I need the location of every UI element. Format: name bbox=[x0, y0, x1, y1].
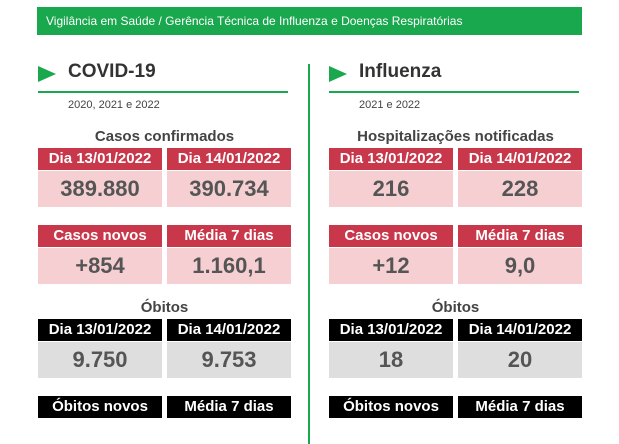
covid-new-deaths-table: Óbitos novos Média 7 dias bbox=[38, 396, 291, 418]
covid-deaths-title: Óbitos bbox=[140, 299, 189, 316]
influenza-hosp-header-1: Dia 13/01/2022 bbox=[329, 148, 453, 170]
covid-section-header: COVID-19 bbox=[38, 58, 288, 93]
influenza-new-cases-table: Casos novos Média 7 dias +12 9,0 bbox=[329, 225, 582, 284]
covid-column: COVID-19 2020, 2021 e 2022 Casos confirm… bbox=[38, 58, 291, 418]
covid-subtitle: 2020, 2021 e 2022 bbox=[68, 99, 160, 111]
influenza-deaths-value-2: 20 bbox=[458, 342, 582, 378]
influenza-deaths-title: Óbitos bbox=[431, 299, 480, 316]
covid-cases-value-1: 389.880 bbox=[38, 171, 162, 207]
triangle-bullet-icon bbox=[38, 66, 56, 82]
influenza-new-cases-value: +12 bbox=[329, 248, 453, 284]
covid-deaths-header-2: Dia 14/01/2022 bbox=[167, 319, 291, 341]
header-banner: Vigilância em Saúde / Gerência Técnica d… bbox=[37, 7, 582, 35]
column-divider bbox=[308, 64, 310, 444]
influenza-title: Influenza bbox=[359, 61, 442, 82]
covid-new-deaths-header: Óbitos novos bbox=[38, 396, 162, 418]
covid-cases-header-2: Dia 14/01/2022 bbox=[167, 148, 291, 170]
covid-cases-value-2: 390.734 bbox=[167, 171, 291, 207]
influenza-hosp-table: Dia 13/01/2022 Dia 14/01/2022 216 228 bbox=[329, 148, 582, 207]
influenza-new-cases-header: Casos novos bbox=[329, 225, 453, 247]
influenza-avg7-value: 9,0 bbox=[458, 248, 582, 284]
covid-deaths-table: Dia 13/01/2022 Dia 14/01/2022 9.750 9.75… bbox=[38, 319, 291, 378]
covid-new-cases-table: Casos novos Média 7 dias +854 1.160,1 bbox=[38, 225, 291, 284]
covid-avg7-header: Média 7 dias bbox=[167, 225, 291, 247]
covid-cases-table: Dia 13/01/2022 Dia 14/01/2022 389.880 39… bbox=[38, 148, 291, 207]
influenza-hosp-title: Hospitalizações notificadas bbox=[357, 128, 554, 145]
influenza-deaths-value-1: 18 bbox=[329, 342, 453, 378]
influenza-deaths-table: Dia 13/01/2022 Dia 14/01/2022 18 20 bbox=[329, 319, 582, 378]
covid-deaths-header-1: Dia 13/01/2022 bbox=[38, 319, 162, 341]
influenza-subtitle: 2021 e 2022 bbox=[359, 99, 421, 111]
influenza-deaths-avg7-header: Média 7 dias bbox=[458, 396, 582, 418]
covid-avg7-value: 1.160,1 bbox=[167, 248, 291, 284]
covid-deaths-avg7-header: Média 7 dias bbox=[167, 396, 291, 418]
influenza-hosp-value-1: 216 bbox=[329, 171, 453, 207]
influenza-hosp-value-2: 228 bbox=[458, 171, 582, 207]
influenza-column: Influenza 2021 e 2022 Hospitalizações no… bbox=[329, 58, 582, 418]
covid-cases-title: Casos confirmados bbox=[94, 128, 235, 145]
covid-deaths-value-2: 9.753 bbox=[167, 342, 291, 378]
influenza-deaths-header-1: Dia 13/01/2022 bbox=[329, 319, 453, 341]
triangle-bullet-icon bbox=[329, 66, 347, 82]
influenza-new-deaths-table: Óbitos novos Média 7 dias bbox=[329, 396, 582, 418]
covid-new-cases-header: Casos novos bbox=[38, 225, 162, 247]
influenza-section-header: Influenza bbox=[329, 58, 579, 93]
covid-new-cases-value: +854 bbox=[38, 248, 162, 284]
covid-title: COVID-19 bbox=[68, 61, 156, 82]
covid-deaths-value-1: 9.750 bbox=[38, 342, 162, 378]
influenza-hosp-header-2: Dia 14/01/2022 bbox=[458, 148, 582, 170]
influenza-deaths-header-2: Dia 14/01/2022 bbox=[458, 319, 582, 341]
covid-cases-header-1: Dia 13/01/2022 bbox=[38, 148, 162, 170]
influenza-avg7-header: Média 7 dias bbox=[458, 225, 582, 247]
influenza-new-deaths-header: Óbitos novos bbox=[329, 396, 453, 418]
